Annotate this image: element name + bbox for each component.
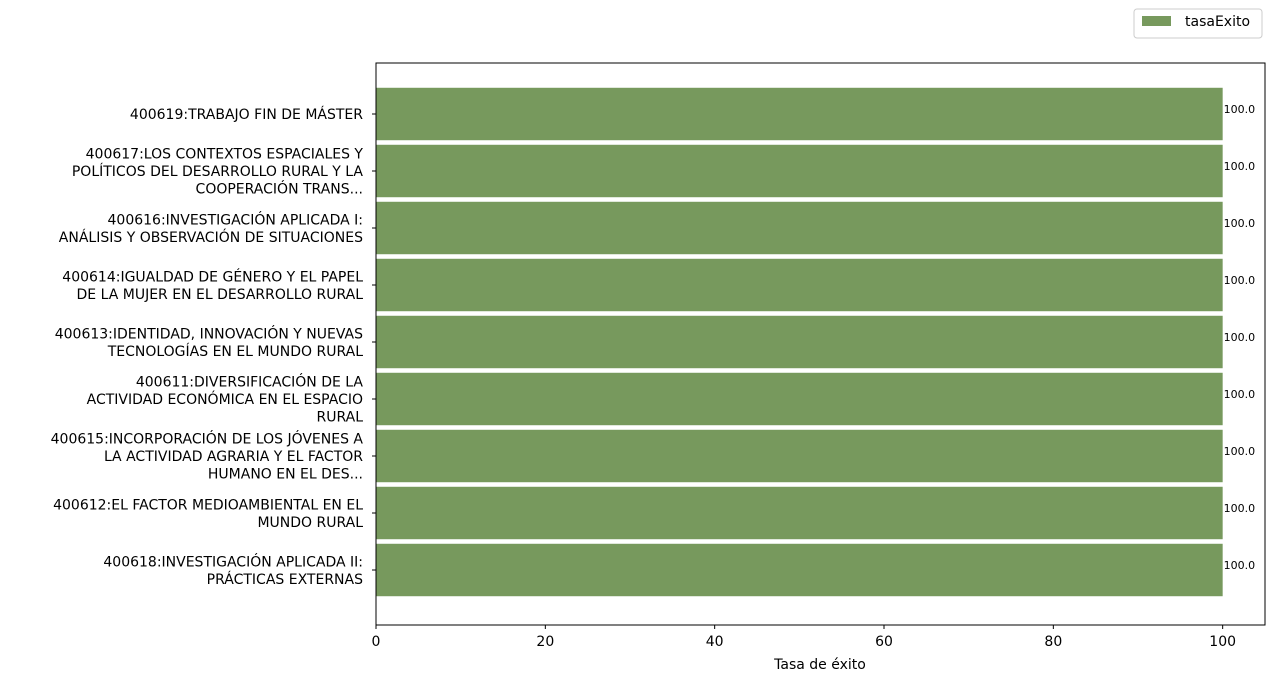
- category-label: 400619:TRABAJO FIN DE MÁSTER: [130, 106, 363, 123]
- legend-swatch: [1142, 16, 1171, 26]
- x-axis: 0 20 40 60 80 100: [372, 625, 1236, 650]
- bar: [376, 486, 1223, 540]
- bars-layer: 100.0 100.0 100.0 100.0 100.0 100.0 100.0 100.0…: [376, 87, 1256, 597]
- bar: [376, 201, 1223, 255]
- x-axis-title: Tasa de éxito: [773, 657, 866, 673]
- bar: [376, 144, 1223, 198]
- category-label: 400615:INCORPORACIÓN DE LOS JÓVENES A LA …: [51, 430, 364, 483]
- category-label: 400616:INVESTIGACIÓN APLICADA I: ANÁLISIS…: [59, 210, 363, 246]
- data-label: 100.0: [1224, 274, 1256, 287]
- category-label: 400612:EL FACTOR MEDIOAMBIENTAL EN EL MUN…: [53, 497, 363, 531]
- data-label: 100.0: [1224, 331, 1256, 344]
- bar: [376, 372, 1223, 426]
- category-label: 400617:LOS CONTEXTOS ESPACIALES Y POLÍTIC…: [72, 147, 364, 198]
- data-label: 100.0: [1224, 160, 1256, 173]
- bar: [376, 315, 1223, 369]
- x-tick-label: 40: [706, 634, 724, 650]
- data-label: 100.0: [1224, 103, 1256, 116]
- bar: [376, 543, 1223, 597]
- data-label: 100.0: [1224, 388, 1256, 401]
- x-tick-label: 60: [875, 634, 893, 650]
- x-tick-label: 0: [372, 634, 381, 650]
- data-label: 100.0: [1224, 445, 1256, 458]
- legend: tasaExito: [1133, 8, 1263, 39]
- plot-frame: [375, 62, 1266, 626]
- bar: [376, 87, 1223, 141]
- category-label: 400611:DIVERSIFICACIÓN DE LA ACTIVIDAD EC…: [87, 373, 364, 426]
- x-tick-label: 100: [1209, 634, 1236, 650]
- category-label: 400618:INVESTIGACIÓN APLICADA II: PRÁCTIC…: [103, 552, 363, 588]
- category-labels: 400619:TRABAJO FIN DE MÁSTER 400617:LOS C…: [51, 106, 376, 588]
- legend-label: tasaExito: [1185, 14, 1250, 30]
- category-label: 400614:IGUALDAD DE GÉNERO Y EL PAPEL DE L…: [62, 268, 363, 303]
- bar: [376, 258, 1223, 312]
- data-label: 100.0: [1224, 559, 1256, 572]
- category-label: 400613:IDENTIDAD, INNOVACIÓN Y NUEVAS TEC…: [55, 324, 363, 360]
- bar: [376, 429, 1223, 483]
- data-label: 100.0: [1224, 217, 1256, 230]
- data-label: 100.0: [1224, 502, 1256, 515]
- x-tick-label: 80: [1044, 634, 1062, 650]
- x-tick-label: 20: [536, 634, 554, 650]
